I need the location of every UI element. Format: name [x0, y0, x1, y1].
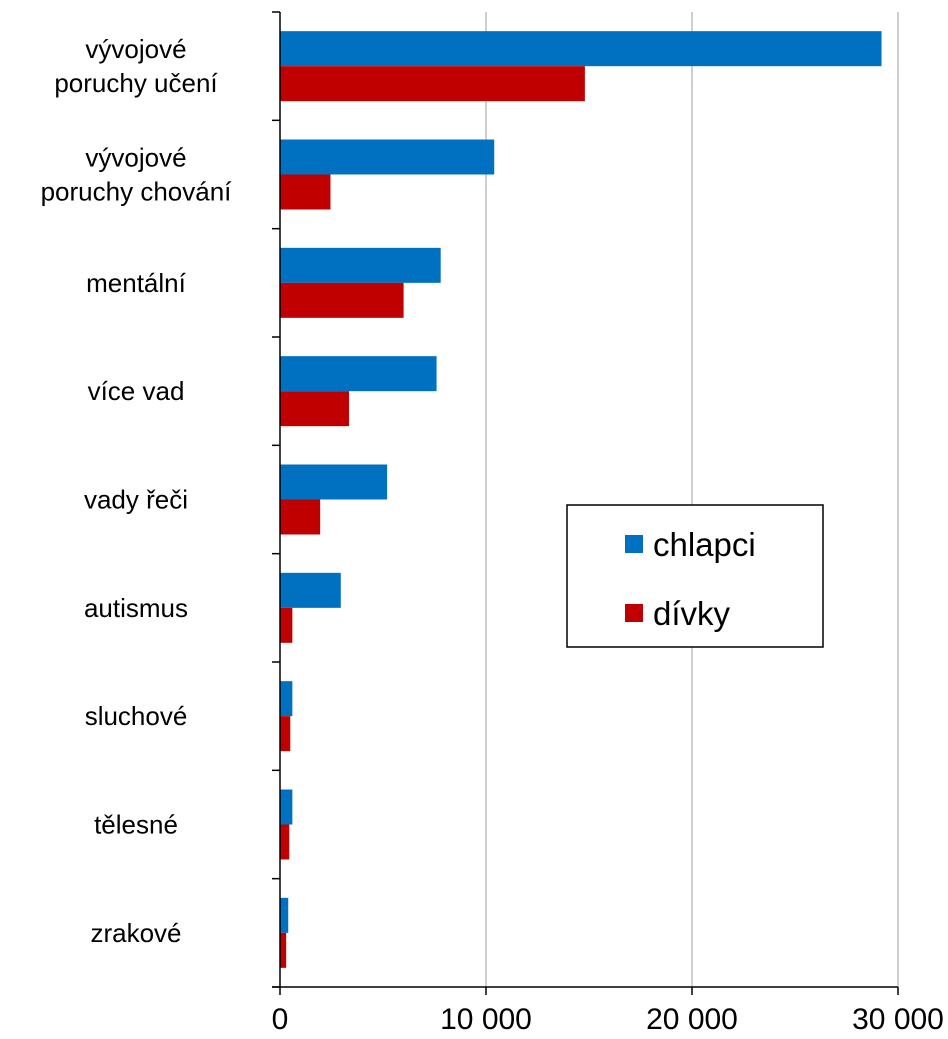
category-label: vady řeči: [84, 485, 188, 515]
bar-dívky-5: [280, 607, 293, 643]
category-label-line: vady řeči: [84, 485, 188, 515]
legend-label-chlapci: chlapci: [653, 526, 756, 563]
category-label-line: vývojové: [85, 34, 186, 64]
bar-dívky-8: [280, 932, 287, 968]
x-tick-labels: 0 10 000 20 000 30 000: [272, 1003, 944, 1036]
category-label-line: poruchy učení: [54, 68, 218, 98]
category-label-line: poruchy chování: [41, 177, 233, 207]
bar-chlapci-7: [280, 789, 293, 825]
x-tick-label: 0: [272, 1003, 289, 1036]
legend-box: [566, 504, 824, 648]
bar-chlapci-4: [280, 464, 388, 500]
category-label: mentální: [86, 268, 186, 298]
bars: [280, 31, 882, 968]
bar-dívky-6: [280, 716, 291, 752]
legend-swatch-dívky: [625, 604, 643, 622]
bar-chlapci-3: [280, 356, 437, 392]
legend-swatch-chlapci: [625, 535, 643, 553]
category-label-line: vývojové: [85, 143, 186, 173]
category-label: vývojové poruchy chování: [41, 143, 233, 207]
category-label: zrakové: [90, 918, 181, 948]
category-label-line: zrakové: [90, 918, 181, 948]
bar-dívky-2: [280, 282, 404, 318]
bar-chlapci-8: [280, 897, 289, 933]
category-label: tělesné: [94, 810, 178, 840]
category-label: vývojové poruchy učení: [54, 34, 218, 98]
bar-chlapci-0: [280, 31, 882, 67]
legend: chlapci dívky: [566, 504, 824, 648]
bar-chlapci-1: [280, 139, 495, 175]
legend-label-dívky: dívky: [653, 595, 731, 632]
bar-dívky-7: [280, 824, 290, 860]
x-tick-label: 30 000: [852, 1003, 944, 1036]
category-label-line: mentální: [86, 268, 186, 298]
category-label-line: autismus: [84, 593, 188, 623]
category-label-line: sluchové: [85, 701, 188, 731]
bar-dívky-3: [280, 391, 350, 427]
category-label-line: více vad: [88, 376, 185, 406]
bar-dívky-1: [280, 174, 331, 210]
category-label-line: tělesné: [94, 810, 178, 840]
bar-dívky-4: [280, 499, 321, 535]
bar-chlapci-5: [280, 572, 341, 608]
gridlines: [485, 12, 899, 987]
category-label: více vad: [88, 376, 185, 406]
bar-chlapci-2: [280, 247, 441, 283]
bar-chlapci-6: [280, 681, 293, 717]
category-labels: vývojové poruchy učení vývojové poruchy cho…: [41, 34, 233, 948]
x-tick-label: 10 000: [440, 1003, 532, 1036]
bar-dívky-0: [280, 66, 585, 102]
category-label: sluchové: [85, 701, 188, 731]
category-label: autismus: [84, 593, 188, 623]
x-tick-label: 20 000: [646, 1003, 738, 1036]
axes: [272, 11, 899, 995]
